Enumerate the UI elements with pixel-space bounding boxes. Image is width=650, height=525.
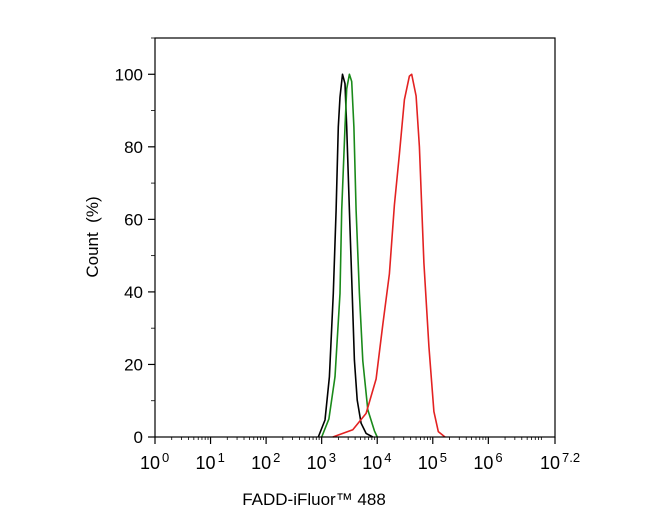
y-tick-label: 40 (124, 283, 143, 302)
x-tick-label: 10 4 (362, 450, 391, 473)
x-tick-label: 10 3 (307, 450, 336, 473)
series-layer (317, 73, 446, 438)
x-axis-label: FADD-iFluor™ 488 (242, 490, 386, 509)
x-axis: 10 0 10 1 10 2 10 3 10 4 10 5 10 6 10 7.2 (140, 437, 580, 473)
x-tick-label: 10 0 (140, 450, 169, 473)
y-tick-label: 60 (124, 210, 143, 229)
series-line-0 (317, 73, 374, 438)
x-tick-label: 10 5 (418, 450, 447, 473)
y-axis-label: Count (%) (83, 196, 102, 277)
x-tick-label: 10 6 (473, 450, 502, 473)
x-tick-label: 10 1 (196, 450, 225, 473)
y-tick-label: 100 (115, 65, 143, 84)
y-tick-label: 0 (134, 428, 143, 447)
y-tick-label: 80 (124, 138, 143, 157)
y-tick-label: 20 (124, 355, 143, 374)
series-line-1 (320, 73, 378, 438)
y-axis: 0 20 40 60 80 100 (115, 37, 155, 447)
x-tick-label: 10 2 (251, 450, 280, 473)
x-tick-label: 10 7.2 (540, 450, 580, 473)
series-line-2 (332, 73, 446, 438)
